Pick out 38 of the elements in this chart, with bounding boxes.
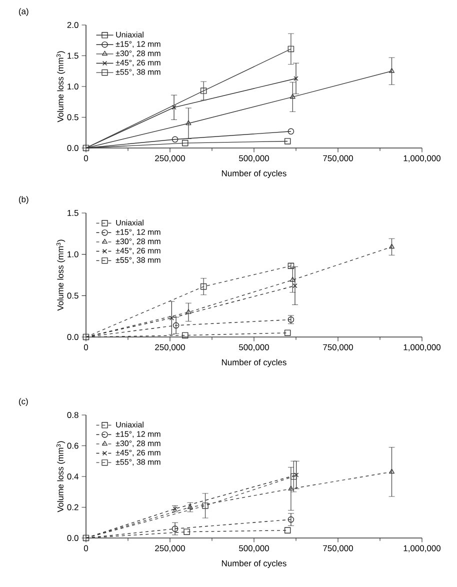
x-tick-label: 500,000 <box>239 545 269 552</box>
x-tick-label: 0 <box>84 545 88 552</box>
y-tick-label: 0.4 <box>67 474 78 480</box>
y-tick-label: 0.6 <box>67 442 78 449</box>
x-tick-label: 1,000,000 <box>404 155 440 162</box>
y-tick-label: 0.5 <box>67 114 78 120</box>
y-tick-label: 1.0 <box>68 251 78 258</box>
y-tick-label: 1.5 <box>68 210 78 216</box>
y-tick-label: 0.0 <box>67 535 78 541</box>
x-tick-label: 0 <box>84 155 88 162</box>
y-tick-label: 2.0 <box>67 22 78 28</box>
chart-title: (a) <box>18 8 28 16</box>
x-axis-title: Number of cycles <box>222 170 286 178</box>
y-tick-label: 1.5 <box>68 52 78 59</box>
x-tick-label: 250,000 <box>155 155 185 162</box>
x-tick-label: 250,000 <box>155 344 185 352</box>
x-tick-label: 750,000 <box>323 344 353 352</box>
x-axis-title: Number of cycles <box>222 560 286 568</box>
x-tick-label: 1,000,000 <box>404 344 440 352</box>
y-tick-label: 0.0 <box>67 334 78 340</box>
x-tick-label: 750,000 <box>323 545 353 552</box>
x-axis-title: Number of cycles <box>222 359 286 367</box>
y-axis-title: Volume loss (mm$^{3}$) <box>56 51 66 122</box>
y-tick-label: 0.8 <box>67 412 78 418</box>
y-tick-label: 0.5 <box>67 292 78 299</box>
y-tick-label: 0.2 <box>67 504 78 510</box>
y-axis-title: Volume loss (mm$^{3}$) <box>56 441 66 512</box>
y-axis-title: Volume loss (mm$^{3}$) <box>56 240 66 311</box>
x-tick-label: 750,000 <box>323 155 353 162</box>
chart-title: (c) <box>18 398 28 406</box>
x-tick-label: 250,000 <box>155 545 185 552</box>
x-tick-label: 500,000 <box>239 155 269 162</box>
y-tick-label: 0.0 <box>67 145 78 151</box>
y-tick-label: 1.0 <box>68 84 78 90</box>
x-tick-label: 500,000 <box>239 344 269 352</box>
x-tick-label: 1,000,000 <box>404 545 440 552</box>
x-tick-label: 0 <box>84 344 88 350</box>
chart-title: (b) <box>18 196 28 204</box>
